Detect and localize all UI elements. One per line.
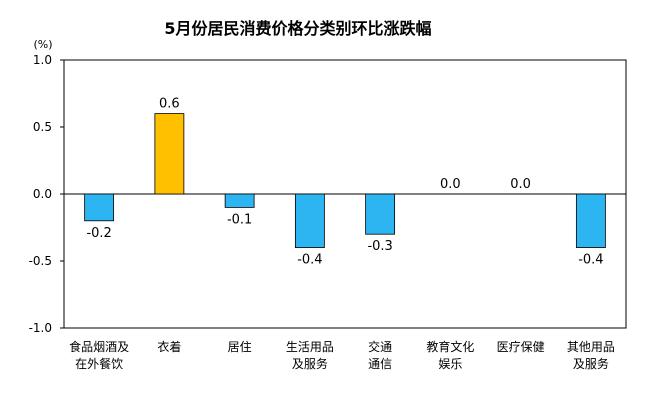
- bar-value-label: 0.0: [440, 177, 461, 192]
- bar: [154, 113, 185, 195]
- bar-value-label: -0.3: [367, 239, 392, 254]
- bar-value-label: -0.1: [227, 212, 252, 227]
- category-label: 其他用品: [567, 340, 615, 354]
- y-tick-label: 0.5: [33, 120, 52, 134]
- category-label: 教育文化: [426, 339, 474, 354]
- y-tick-label: 0.0: [33, 187, 52, 201]
- category-label: 通信: [368, 357, 392, 371]
- category-label: 衣着: [157, 339, 181, 354]
- category-label: 及服务: [292, 356, 328, 371]
- y-tick-label: -1.0: [29, 321, 52, 335]
- category-label: 娱乐: [438, 357, 462, 371]
- bar-value-label: -0.2: [86, 226, 111, 241]
- category-label: 医疗保健: [497, 340, 545, 354]
- bar: [365, 193, 396, 235]
- bar-series: [84, 113, 606, 248]
- bar-value-label: 0.0: [510, 177, 531, 192]
- y-axis: 1.0 0.5 0.0 -0.5 -1.0: [29, 53, 64, 335]
- bar-value-label: -0.4: [578, 253, 603, 268]
- bar: [294, 193, 325, 248]
- bar-value-label: 0.6: [159, 97, 180, 112]
- category-label: 居住: [228, 340, 252, 354]
- y-tick-label: 1.0: [33, 53, 52, 67]
- category-label: 在外餐饮: [75, 356, 123, 371]
- bar: [84, 193, 115, 222]
- category-label: 生活用品: [286, 340, 334, 354]
- bar: [575, 193, 606, 248]
- data-labels: -0.2 0.6 -0.1 -0.4 -0.3 0.0 0.0 -0.4: [86, 97, 603, 268]
- y-tick-label: -0.5: [29, 254, 52, 268]
- bar: [224, 193, 255, 208]
- category-label: 及服务: [573, 356, 609, 371]
- bar-value-label: -0.4: [297, 253, 322, 268]
- chart-title: 5月份居民消费价格分类别环比涨跌幅: [164, 19, 431, 38]
- category-label: 食品烟酒及: [69, 339, 129, 354]
- category-label: 交通: [368, 339, 392, 354]
- y-axis-unit-label: (%): [33, 38, 52, 51]
